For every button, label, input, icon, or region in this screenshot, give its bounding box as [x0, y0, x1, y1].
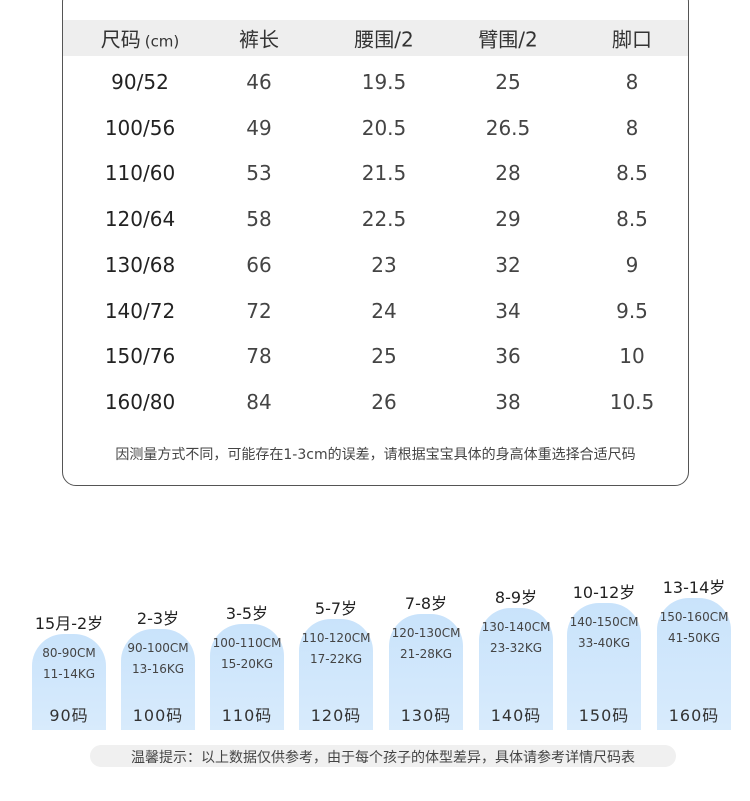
header-text: 臂围/2 [478, 27, 538, 52]
value-cell: 58 [246, 207, 272, 232]
card-size: 160码 [668, 706, 720, 725]
value-cell: 8 [625, 70, 639, 94]
header-text: 腰围/2 [354, 27, 414, 52]
card-age: 8-9岁 [494, 588, 538, 607]
value-cell: 8.5 [616, 207, 648, 232]
card-age: 5-7岁 [314, 599, 358, 618]
value-cell: 9.5 [616, 298, 648, 323]
card-age: 10-12岁 [572, 583, 636, 602]
card-age: 15月-2岁 [34, 614, 104, 633]
value-cell: 20.5 [361, 115, 407, 140]
size-cell: 150/76 [104, 344, 176, 369]
card-height: 140-150CM [569, 615, 639, 629]
card-height: 80-90CM [42, 646, 96, 660]
card-weight: 21-28KG [399, 647, 453, 661]
size-card: 120-130CM 21-28KG 130码 [389, 614, 463, 730]
value-cell: 19.5 [361, 70, 407, 94]
value-cell: 24 [371, 298, 397, 323]
value-cell: 8 [625, 115, 639, 140]
size-cell: 160/80 [104, 389, 176, 414]
size-cell: 120/64 [104, 207, 176, 232]
value-cell: 34 [495, 298, 521, 323]
header-cell: 裤长 [239, 24, 279, 53]
size-cell: 140/72 [104, 298, 176, 323]
value-cell: 36 [495, 344, 521, 369]
card-height: 150-160CM [659, 610, 729, 624]
value-cell: 72 [246, 298, 272, 323]
size-card: 110-120CM 17-22KG 120码 [299, 619, 373, 730]
value-cell: 46 [246, 70, 272, 94]
value-cell: 49 [246, 115, 272, 140]
size-cell: 130/68 [104, 252, 176, 277]
card-weight: 13-16KG [131, 662, 185, 676]
card-age: 13-14岁 [662, 578, 726, 597]
card-size: 90码 [49, 706, 89, 725]
size-card: 130-140CM 23-32KG 140码 [479, 608, 553, 730]
header-text: 尺码 [100, 27, 141, 52]
table-frame [62, 0, 689, 486]
size-card: 90-100CM 13-16KG 100码 [121, 629, 195, 730]
header-unit: (cm) [144, 32, 180, 51]
header-text: 裤长 [239, 27, 279, 52]
value-cell: 53 [246, 161, 272, 186]
size-cell: 110/60 [104, 161, 176, 186]
value-cell: 29 [495, 207, 521, 232]
header-band [63, 20, 688, 56]
card-weight: 41-50KG [667, 631, 721, 645]
card-size: 120码 [310, 706, 362, 725]
value-cell: 66 [246, 252, 272, 277]
footer-pill [90, 745, 676, 767]
value-cell: 22.5 [361, 207, 407, 232]
value-cell: 10 [619, 344, 645, 369]
table-note: 因测量方式不同，可能存在1-3cm的误差，请根据宝宝具体的身高体重选择合适尺码 [115, 447, 636, 463]
size-cell: 90/52 [111, 70, 169, 94]
card-age: 7-8岁 [404, 594, 448, 613]
card-weight: 17-22KG [309, 652, 363, 666]
header-cell: 腰围/2 [354, 24, 413, 53]
value-cell: 28 [495, 161, 521, 186]
value-cell: 26.5 [485, 115, 531, 140]
value-cell: 8.5 [616, 161, 648, 186]
header-text: 脚口 [612, 27, 652, 52]
size-card: 140-150CM 33-40KG 150码 [567, 603, 641, 730]
value-cell: 21.5 [361, 161, 407, 186]
value-cell: 25 [495, 70, 521, 94]
size-card: 150-160CM 41-50KG 160码 [657, 598, 731, 730]
card-weight: 23-32KG [489, 641, 543, 655]
value-cell: 9 [625, 252, 639, 277]
card-height: 130-140CM [481, 620, 551, 634]
footer-text: 温馨提示：以上数据仅供参考，由于每个孩子的体型差异，具体请参考详情尺码表 [131, 750, 635, 766]
card-size: 110码 [221, 706, 273, 725]
card-size: 150码 [578, 706, 630, 725]
value-cell: 78 [246, 344, 272, 369]
header-cell: 脚口 [612, 24, 652, 53]
value-cell: 32 [495, 252, 521, 277]
header-cell: 臂围/2 [478, 24, 537, 53]
size-card: 100-110CM 15-20KG 110码 [210, 624, 284, 730]
card-size: 100码 [132, 706, 184, 725]
header-cell: 尺码 (cm) [101, 24, 180, 53]
card-height: 120-130CM [391, 626, 461, 640]
card-weight: 11-14KG [42, 667, 96, 681]
card-size: 130码 [400, 706, 452, 725]
card-weight: 33-40KG [577, 636, 631, 650]
card-height: 110-120CM [301, 631, 371, 645]
card-weight: 15-20KG [220, 657, 274, 671]
size-card: 80-90CM 11-14KG 90码 [32, 634, 106, 730]
card-height: 90-100CM [127, 641, 189, 655]
card-height: 100-110CM [212, 636, 282, 650]
value-cell: 26 [371, 389, 397, 414]
value-cell: 84 [246, 389, 272, 414]
card-size: 140码 [490, 706, 542, 725]
value-cell: 10.5 [609, 389, 655, 414]
value-cell: 25 [371, 344, 397, 369]
size-cell: 100/56 [104, 115, 176, 140]
card-age: 2-3岁 [136, 609, 180, 628]
card-age: 3-5岁 [225, 604, 269, 623]
value-cell: 38 [495, 389, 521, 414]
value-cell: 23 [371, 252, 397, 277]
